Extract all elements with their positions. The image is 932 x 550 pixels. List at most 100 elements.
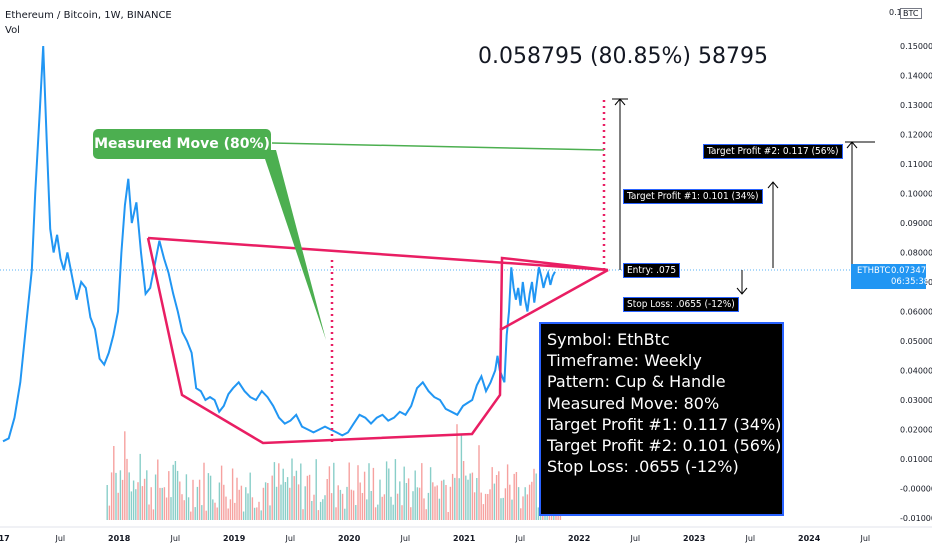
volume-bar bbox=[412, 491, 414, 520]
volume-bar bbox=[335, 507, 337, 520]
volume-bar bbox=[515, 472, 518, 520]
volume-bar bbox=[106, 485, 108, 520]
volume-bar bbox=[115, 472, 117, 520]
info-box: Symbol: EthBtc Timeframe: Weekly Pattern… bbox=[539, 322, 784, 516]
volume-bar bbox=[150, 487, 152, 520]
volume-bar bbox=[520, 508, 522, 520]
volume-bar bbox=[212, 499, 214, 520]
volume-bar bbox=[209, 475, 212, 520]
volume-bar bbox=[170, 497, 172, 520]
volume-bar bbox=[352, 490, 355, 520]
volume-bar bbox=[357, 465, 359, 520]
volume-bar bbox=[484, 493, 487, 520]
volume-bar bbox=[456, 424, 458, 520]
volume-bar bbox=[333, 462, 335, 520]
volume-bar bbox=[194, 507, 196, 520]
volume-bar bbox=[214, 502, 216, 520]
volume-bar bbox=[295, 470, 298, 520]
volume-bar bbox=[302, 509, 304, 520]
volume-bar bbox=[445, 485, 447, 520]
volume-bar bbox=[370, 491, 372, 520]
volume-bar bbox=[427, 492, 430, 520]
indicator-label: Vol bbox=[5, 25, 20, 36]
measured-move-callout bbox=[262, 150, 326, 340]
cup-pattern bbox=[146, 236, 609, 445]
volume-bar bbox=[401, 505, 403, 520]
price-tag-countdown: 06:35:38 bbox=[891, 277, 930, 287]
volume-bar bbox=[509, 484, 511, 520]
time-tick-label: Jul bbox=[400, 534, 411, 543]
time-tick-label: 2020 bbox=[338, 534, 361, 543]
volume-bar bbox=[238, 489, 240, 520]
volume-bar bbox=[531, 481, 533, 520]
measure-readout: 0.058795 (80.85%) 58795 bbox=[478, 44, 768, 69]
volume-bar bbox=[394, 459, 397, 520]
price-tag-symbol: ETHBTC bbox=[857, 266, 891, 276]
volume-bar bbox=[264, 482, 267, 520]
volume-bar bbox=[240, 485, 243, 520]
volume-bar bbox=[526, 494, 529, 520]
volume-bar bbox=[513, 473, 515, 520]
volume-bar bbox=[487, 494, 489, 520]
volume-bar bbox=[438, 498, 441, 520]
volume-bar bbox=[355, 505, 357, 520]
volume-bar bbox=[313, 494, 315, 520]
volume-bar bbox=[454, 477, 456, 520]
volume-bar bbox=[242, 511, 245, 520]
time-tick-label: 2024 bbox=[798, 534, 821, 543]
volume-bar bbox=[282, 468, 284, 520]
volume-bar bbox=[491, 467, 493, 520]
volume-bar bbox=[471, 472, 474, 520]
volume-bar bbox=[502, 497, 504, 520]
volume-bar bbox=[176, 470, 179, 520]
volume-bar bbox=[269, 505, 271, 520]
volume-bar bbox=[253, 507, 256, 520]
time-tick-label: Jul bbox=[515, 534, 526, 543]
volume-bar bbox=[130, 491, 133, 520]
volume-bar bbox=[267, 483, 269, 520]
volume-bar bbox=[324, 495, 326, 520]
last-price-tag: ETHBTC 0.073478 06:35:38 bbox=[851, 264, 932, 289]
volume-bar bbox=[388, 468, 390, 520]
volume-bar bbox=[291, 458, 293, 520]
volume-bar bbox=[196, 486, 199, 520]
volume-bar bbox=[416, 487, 419, 520]
volume-bar bbox=[179, 481, 181, 520]
volume-bar bbox=[350, 489, 353, 520]
volume-bar bbox=[322, 499, 324, 520]
volume-bar bbox=[368, 463, 370, 520]
volume-bar bbox=[278, 463, 280, 520]
volume-bar bbox=[234, 502, 236, 520]
time-tick-label: 2019 bbox=[223, 534, 246, 543]
volume-bar bbox=[273, 462, 276, 520]
volume-bar bbox=[372, 467, 375, 520]
volume-bar bbox=[359, 482, 361, 520]
volume-bar bbox=[443, 479, 445, 520]
price-tick-label: 0.1 bbox=[889, 8, 902, 17]
volume-bar bbox=[392, 504, 394, 520]
volume-bar bbox=[203, 462, 205, 520]
volume-bar bbox=[330, 493, 333, 520]
volume-bar bbox=[297, 484, 300, 520]
volume-bar bbox=[522, 496, 524, 520]
volume-bar bbox=[407, 478, 410, 520]
volume-bar bbox=[379, 479, 381, 520]
volume-bar bbox=[506, 464, 509, 520]
currency-badge[interactable]: BTC bbox=[900, 8, 922, 19]
volume-bar bbox=[399, 481, 401, 520]
volume-bar bbox=[190, 511, 192, 520]
volume-bar bbox=[390, 496, 392, 520]
volume-bar bbox=[159, 487, 161, 520]
volume-bar bbox=[425, 509, 427, 520]
volume-bar bbox=[533, 468, 535, 520]
volume-bar bbox=[223, 484, 225, 520]
